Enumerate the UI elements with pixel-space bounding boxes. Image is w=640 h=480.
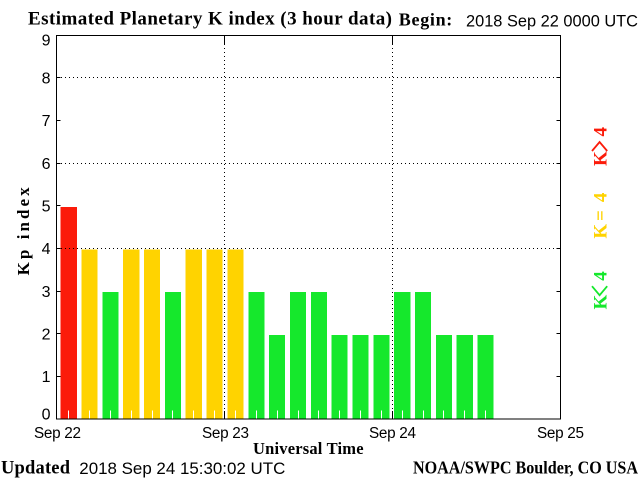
- svg-text:8: 8: [42, 71, 51, 88]
- svg-text:Sep 22: Sep 22: [34, 425, 81, 442]
- svg-text:Sep 23: Sep 23: [202, 425, 249, 442]
- svg-text:1: 1: [42, 369, 51, 386]
- svg-text:7: 7: [42, 113, 51, 130]
- svg-text:2: 2: [42, 327, 51, 344]
- svg-text:5: 5: [42, 199, 51, 216]
- svg-text:3: 3: [42, 284, 51, 301]
- svg-text:4: 4: [591, 271, 612, 281]
- svg-text:0: 0: [42, 407, 51, 424]
- svg-text:4: 4: [591, 127, 612, 137]
- svg-text:Begin:: Begin:: [399, 10, 453, 30]
- svg-text:Estimated Planetary K index (3: Estimated Planetary K index (3 hour data…: [28, 9, 392, 30]
- svg-text:Sep 25: Sep 25: [537, 425, 584, 442]
- svg-text:=: =: [591, 210, 612, 221]
- svg-text:K: K: [591, 295, 612, 310]
- svg-text:Universal Time: Universal Time: [253, 439, 364, 458]
- svg-text:9: 9: [42, 32, 51, 49]
- svg-text:K: K: [591, 151, 612, 166]
- svg-text:K: K: [591, 224, 612, 239]
- svg-text:Sep 24: Sep 24: [369, 425, 416, 442]
- svg-text:2018 Sep 24 15:30:02 UTC: 2018 Sep 24 15:30:02 UTC: [79, 460, 285, 478]
- svg-text:6: 6: [42, 156, 51, 173]
- svg-text:Updated: Updated: [1, 459, 71, 479]
- svg-text:NOAA/SWPC Boulder, CO USA: NOAA/SWPC Boulder, CO USA: [413, 458, 638, 478]
- svg-text:4: 4: [42, 241, 51, 258]
- svg-text:2018 Sep 22 0000 UTC: 2018 Sep 22 0000 UTC: [466, 12, 638, 30]
- svg-text:4: 4: [591, 192, 612, 202]
